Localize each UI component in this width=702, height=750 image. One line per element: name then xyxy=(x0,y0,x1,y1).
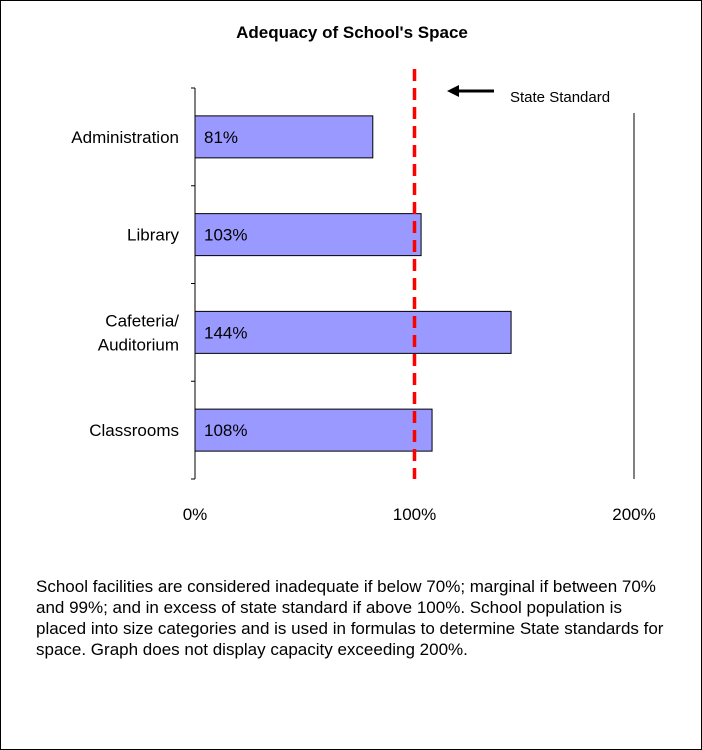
data-label: 108% xyxy=(204,421,247,440)
bar-2 xyxy=(194,213,422,257)
x-tick-label: 100% xyxy=(393,505,436,524)
category-label: Auditorium xyxy=(98,335,179,354)
bar-4 xyxy=(194,408,433,452)
category-label: Administration xyxy=(71,128,179,147)
data-label: 81% xyxy=(204,128,238,147)
category-label: Cafeteria/ xyxy=(105,311,179,330)
data-label: 103% xyxy=(204,226,247,245)
footnote: School facilities are considered inadequ… xyxy=(36,577,664,659)
x-tick-label: 0% xyxy=(183,505,208,524)
bar-1 xyxy=(194,115,374,159)
plot-area: 81% Administration 103% Library 144% Cafeteri… xyxy=(71,69,656,524)
data-label: 144% xyxy=(204,323,247,342)
category-label: Classrooms xyxy=(89,421,179,440)
category-label: Library xyxy=(127,226,179,245)
x-tick-label: 200% xyxy=(612,505,655,524)
chart-title: Adequacy of School's Space xyxy=(236,23,468,42)
annotation-label: State Standard xyxy=(510,89,610,106)
bar-chart: Adequacy of School's Space 81% Administra… xyxy=(71,23,656,524)
annotation-arrow-head xyxy=(447,85,459,97)
bar-3 xyxy=(194,310,512,354)
